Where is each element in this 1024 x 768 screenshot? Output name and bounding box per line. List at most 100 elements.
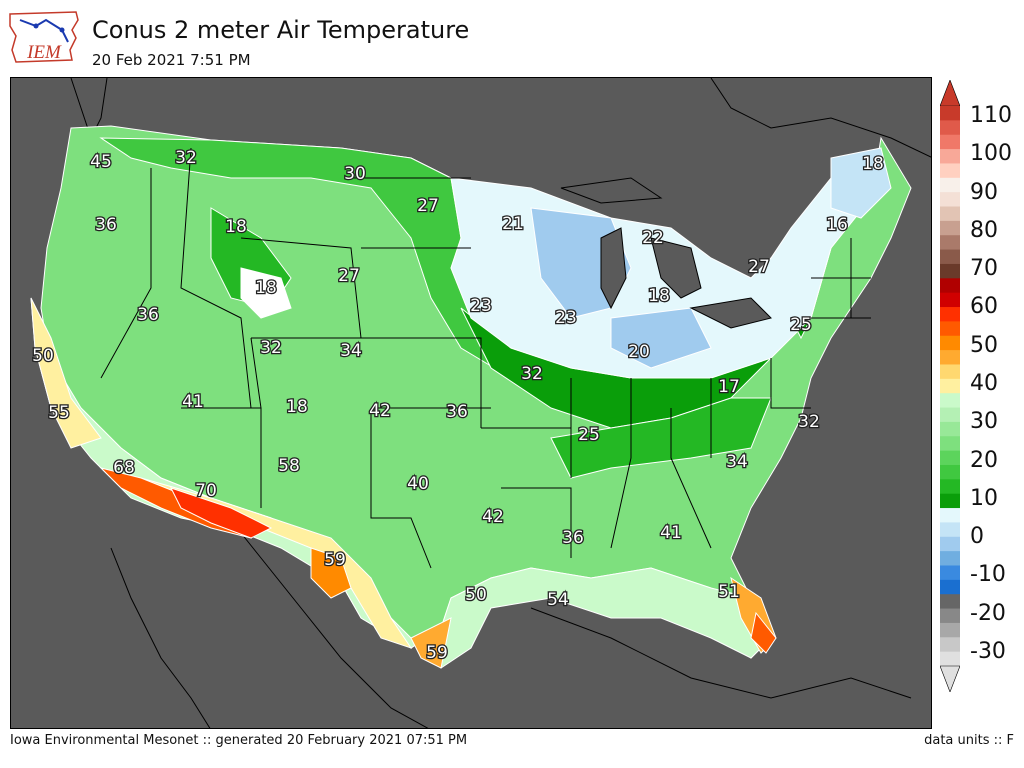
colorbar-segment — [940, 378, 960, 394]
iem-logo: IEM — [6, 6, 86, 68]
temperature-label: 68 — [113, 458, 135, 478]
colorbar-tick-label: 110 — [970, 103, 1012, 128]
colorbar-segment — [940, 551, 960, 566]
temperature-label: 18 — [225, 217, 247, 237]
page-subtitle: 20 Feb 2021 7:51 PM — [92, 51, 251, 69]
colorbar-min-arrow — [940, 665, 960, 692]
temperature-label: 42 — [369, 401, 391, 421]
colorbar-segment — [940, 536, 960, 552]
colorbar-segment — [940, 292, 960, 308]
colorbar-tick-label: 20 — [970, 447, 998, 473]
temperature-label: 34 — [726, 452, 748, 472]
temperature-label: 34 — [340, 341, 362, 361]
footer-units: data units :: F — [924, 733, 1014, 748]
colorbar-segment — [940, 508, 960, 523]
colorbar-segment — [940, 192, 960, 208]
temperature-label: 70 — [195, 481, 217, 501]
colorbar-tick-label: 50 — [970, 332, 998, 358]
temperature-label: 32 — [521, 364, 543, 384]
colorbar-segment — [940, 522, 960, 538]
colorbar-segment — [940, 436, 960, 452]
temperature-label: 32 — [260, 338, 282, 358]
temperature-label: 59 — [324, 550, 346, 570]
colorbar-tick-label: 90 — [970, 179, 998, 205]
temperature-label: 41 — [660, 523, 682, 543]
colorbar-tick-label: -20 — [970, 600, 1006, 626]
colorbar-segment — [940, 450, 960, 466]
colorbar-tick-label: 30 — [970, 409, 998, 435]
temperature-label: 27 — [338, 266, 360, 286]
temperature-map: 45 32 30 27 21 22 18 16 18 36 18 18 27 23 23 18 27 36 32 34… — [10, 77, 932, 729]
temperature-label: 27 — [748, 257, 770, 277]
colorbar-segment — [940, 134, 960, 150]
temperature-label: 36 — [446, 402, 468, 422]
temperature-label: 32 — [798, 412, 820, 432]
colorbar-segment — [940, 579, 960, 595]
colorbar-segment — [940, 163, 960, 179]
footer-source: Iowa Environmental Mesonet :: generated … — [10, 733, 468, 748]
temperature-label: 36 — [95, 215, 117, 235]
colorbar-segment — [940, 651, 960, 667]
temperature-label: 18 — [862, 154, 884, 174]
temperature-label: 18 — [648, 286, 670, 306]
temperature-label: 17 — [718, 377, 740, 397]
colorbar-segment — [940, 206, 960, 222]
colorbar-segment — [940, 120, 960, 136]
temperature-label: 23 — [555, 308, 577, 328]
colorbar-segment — [940, 393, 960, 409]
temperature-label: 25 — [790, 315, 812, 335]
colorbar-segment — [940, 364, 960, 380]
temperature-label: 18 — [255, 278, 277, 298]
colorbar-tick-label: 40 — [970, 371, 998, 396]
map-svg: 45 32 30 27 21 22 18 16 18 36 18 18 27 23 23 18 27 36 32 34… — [30, 78, 931, 728]
temperature-label: 50 — [32, 346, 54, 366]
colorbar-segment — [940, 464, 960, 480]
temperature-label: 22 — [642, 228, 664, 248]
colorbar-segment — [940, 421, 960, 437]
temperature-label: 42 — [482, 507, 504, 527]
colorbar-segment — [940, 220, 960, 236]
colorbar-tick-label: 10 — [970, 485, 998, 511]
colorbar-max-arrow — [940, 80, 960, 107]
colorbar-segment — [940, 235, 960, 251]
page-title: Conus 2 meter Air Temperature — [92, 16, 470, 44]
colorbar-segment — [940, 493, 960, 509]
colorbar-segment — [940, 407, 960, 423]
temperature-label: 41 — [182, 392, 204, 412]
colorbar-segment — [940, 278, 960, 294]
temperature-label: 45 — [90, 152, 112, 172]
temperature-label: 25 — [578, 425, 600, 445]
temperature-label: 51 — [718, 582, 740, 602]
colorbar-segment — [940, 622, 960, 638]
colorbar-segment — [940, 263, 960, 279]
temperature-label: 40 — [407, 474, 429, 494]
colorbar-segment — [940, 608, 960, 624]
temperature-label: 55 — [48, 403, 70, 423]
temperature-label: 18 — [648, 286, 670, 306]
temperature-label: 16 — [826, 215, 848, 235]
colorbar — [940, 80, 960, 692]
logo-text: IEM — [26, 42, 62, 63]
colorbar-tick-label: 70 — [970, 256, 998, 282]
temperature-label: 50 — [465, 585, 487, 605]
colorbar-tick-label: 80 — [970, 217, 998, 243]
temperature-label: 21 — [502, 214, 524, 234]
colorbar-tick-label: 100 — [970, 141, 1012, 167]
colorbar-tick-label: -30 — [970, 639, 1006, 664]
temperature-label: 32 — [175, 148, 197, 168]
colorbar-tick-label: 60 — [970, 294, 998, 320]
colorbar-segment — [940, 350, 960, 365]
colorbar-segment — [940, 249, 960, 265]
colorbar-segment — [940, 594, 960, 610]
colorbar-segment — [940, 637, 960, 653]
temperature-label: 20 — [628, 342, 650, 362]
colorbar-segment — [940, 149, 960, 164]
colorbar-segment — [940, 321, 960, 337]
temperature-label: 18 — [286, 397, 308, 417]
temperature-label: 58 — [278, 456, 300, 476]
temperature-label: 23 — [470, 296, 492, 316]
temperature-label: 59 — [426, 643, 448, 663]
colorbar-segment — [940, 565, 960, 581]
temperature-label: 30 — [344, 164, 366, 184]
colorbar-segment — [940, 335, 960, 351]
